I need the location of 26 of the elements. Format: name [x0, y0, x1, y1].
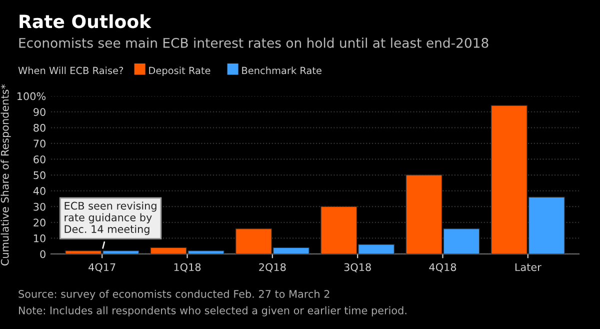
y-axis-title: Cumulative Share of Respondents*: [0, 84, 11, 266]
annotation: ECB seen revising rate guidance by Dec. 14 meeting: [64, 202, 156, 236]
y-tick-label: 80: [34, 124, 46, 132]
x-tick-label: 4Q18: [429, 263, 456, 272]
y-tick-label: 10: [34, 234, 46, 242]
y-tick-label: 20: [34, 218, 46, 227]
y-tick-label: 40: [33, 187, 46, 195]
x-tick-label: Later: [515, 263, 542, 272]
x-tick-label: 4Q17: [88, 263, 116, 272]
y-tick-label: 70: [34, 140, 46, 148]
source-note: Source: survey of economists conducted Feb. 27 to March 2: [18, 290, 330, 300]
legend-title: When Will ECB Raise?: [18, 66, 124, 74]
y-tick-label: 30: [34, 202, 46, 211]
chart-title: Rate Outlook: [20, 14, 152, 28]
legend-label: Deposit Rate: [149, 66, 210, 76]
x-tick-label: 1Q18: [174, 263, 201, 272]
y-tick-label: 100%: [18, 92, 46, 100]
y-tick-label: 90: [34, 108, 46, 116]
y-tick-label: 0: [40, 250, 46, 258]
x-tick-label: 3Q18: [344, 263, 371, 272]
chart-subtitle: Economists see main ECB interest rates on hold until at least end-2018: [19, 38, 488, 48]
x-tick-label: 2Q18: [259, 263, 286, 272]
legend-label: Benchmark Rate: [242, 66, 322, 74]
y-tick-label: 60: [34, 155, 46, 164]
text: Note: Includes all respondents who selected a given or earlier time period.: [19, 306, 406, 316]
y-tick-label: 50: [34, 171, 46, 180]
